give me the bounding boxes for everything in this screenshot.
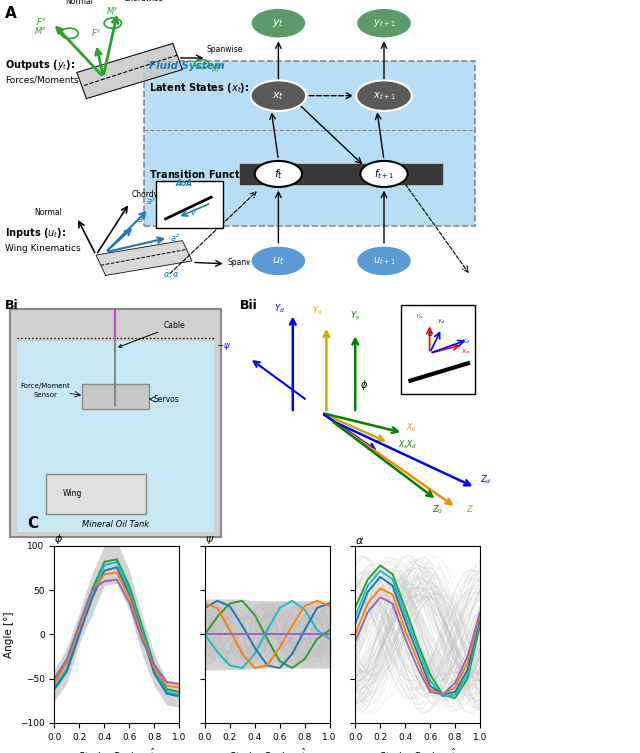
Text: Forces/Moments: Forces/Moments	[5, 75, 79, 84]
Y-axis label: Angle [°]: Angle [°]	[4, 611, 14, 657]
Text: Sensor: Sensor	[34, 392, 58, 398]
Text: $F^y$: $F^y$	[92, 27, 102, 38]
Text: $a^z$: $a^z$	[170, 232, 181, 242]
Ellipse shape	[360, 161, 408, 187]
Text: Chordwise: Chordwise	[124, 0, 164, 4]
Text: AoA: AoA	[175, 179, 192, 188]
Text: $y_t$: $y_t$	[273, 17, 284, 29]
Text: $a^y$: $a^y$	[147, 195, 157, 206]
Text: Bi: Bi	[5, 299, 19, 312]
Text: Wing: Wing	[63, 489, 82, 498]
Text: $X_w$: $X_w$	[461, 347, 471, 356]
Text: A: A	[5, 6, 17, 21]
Polygon shape	[77, 44, 182, 99]
Ellipse shape	[250, 81, 306, 111]
Text: Bii: Bii	[240, 299, 258, 312]
Text: $Z_d$: $Z_d$	[480, 474, 492, 486]
Text: $\psi$: $\psi$	[205, 534, 214, 546]
Text: $x_t$: $x_t$	[273, 90, 284, 102]
Text: $Y_w$: $Y_w$	[415, 312, 424, 322]
Text: $-\psi$: $-\psi$	[216, 341, 230, 352]
Text: $M^z$: $M^z$	[211, 63, 223, 75]
Ellipse shape	[250, 245, 306, 276]
Text: $X_0$: $X_0$	[406, 422, 416, 434]
FancyBboxPatch shape	[45, 474, 147, 514]
Text: $x_{t+1}$: $x_{t+1}$	[372, 90, 396, 102]
FancyBboxPatch shape	[144, 61, 475, 226]
Text: $u_t$: $u_t$	[272, 255, 285, 267]
Text: Spanwise: Spanwise	[206, 45, 243, 54]
Text: Normal: Normal	[65, 0, 93, 6]
Text: Normal: Normal	[35, 208, 63, 217]
Text: $Y_d$: $Y_d$	[437, 318, 445, 326]
Text: $f_{t+1}$: $f_{t+1}$	[374, 167, 394, 181]
Text: $Z_0$: $Z_0$	[432, 503, 444, 516]
Text: $\phi$: $\phi$	[54, 532, 63, 546]
Ellipse shape	[250, 8, 306, 38]
Text: $Y_s$: $Y_s$	[351, 309, 360, 322]
FancyBboxPatch shape	[401, 305, 475, 395]
Text: $\phi$: $\phi$	[360, 378, 368, 392]
FancyBboxPatch shape	[156, 181, 223, 227]
Text: $Y_d$: $Y_d$	[274, 302, 284, 315]
Text: Servos: Servos	[154, 395, 179, 404]
Text: Force/Moment: Force/Moment	[20, 383, 70, 389]
Text: Spanwise: Spanwise	[228, 258, 264, 267]
Bar	[10, 309, 221, 537]
Text: Fluid System: Fluid System	[149, 61, 225, 71]
Text: $\alpha$: $\alpha$	[428, 330, 434, 338]
Ellipse shape	[356, 8, 412, 38]
Text: $M^z$: $M^z$	[35, 25, 47, 36]
Polygon shape	[96, 241, 192, 276]
X-axis label: Stroke Cycle - $\hat{t}$: Stroke Cycle - $\hat{t}$	[228, 747, 306, 753]
Text: Mineral Oil Tank: Mineral Oil Tank	[82, 520, 148, 529]
Ellipse shape	[356, 81, 412, 111]
Text: $v$: $v$	[189, 208, 196, 217]
Text: Cable: Cable	[119, 322, 185, 347]
Text: Outputs ($y_t$):: Outputs ($y_t$):	[5, 58, 75, 72]
Text: $\alpha$: $\alpha$	[355, 536, 364, 546]
Text: $y_{t+1}$: $y_{t+1}$	[372, 17, 396, 29]
Text: Inputs ($u_t$):: Inputs ($u_t$):	[5, 226, 66, 240]
X-axis label: Stroke Cycle - $\hat{t}$: Stroke Cycle - $\hat{t}$	[78, 747, 156, 753]
Bar	[17, 341, 214, 532]
Text: $Z$: $Z$	[466, 503, 474, 514]
Ellipse shape	[356, 245, 412, 276]
Text: Wing Kinematics: Wing Kinematics	[5, 243, 81, 252]
Text: $u_{t+1}$: $u_{t+1}$	[372, 255, 396, 267]
X-axis label: Stroke Cycle - $\hat{t}$: Stroke Cycle - $\hat{t}$	[379, 747, 456, 753]
Text: $f_t$: $f_t$	[274, 167, 283, 181]
Ellipse shape	[255, 161, 302, 187]
Text: $Y_0$: $Y_0$	[312, 304, 323, 317]
Text: C: C	[27, 517, 38, 531]
Text: $\dot{\alpha}, \ddot{\alpha}$: $\dot{\alpha}, \ddot{\alpha}$	[163, 268, 180, 282]
Text: Latent States ($x_t$):: Latent States ($x_t$):	[149, 81, 249, 95]
Text: Transition Function ($f(x_t, u_t)$):: Transition Function ($f(x_t, u_t)$):	[149, 168, 307, 182]
Text: $a^x$: $a^x$	[137, 213, 148, 224]
Text: $F^x$: $F^x$	[36, 16, 47, 26]
Text: $X_s X_d$: $X_s X_d$	[398, 439, 418, 451]
Text: $X_d$: $X_d$	[461, 337, 470, 346]
Text: $M^y$: $M^y$	[106, 5, 120, 16]
Text: Chordwise: Chordwise	[132, 191, 172, 199]
FancyBboxPatch shape	[82, 384, 149, 409]
